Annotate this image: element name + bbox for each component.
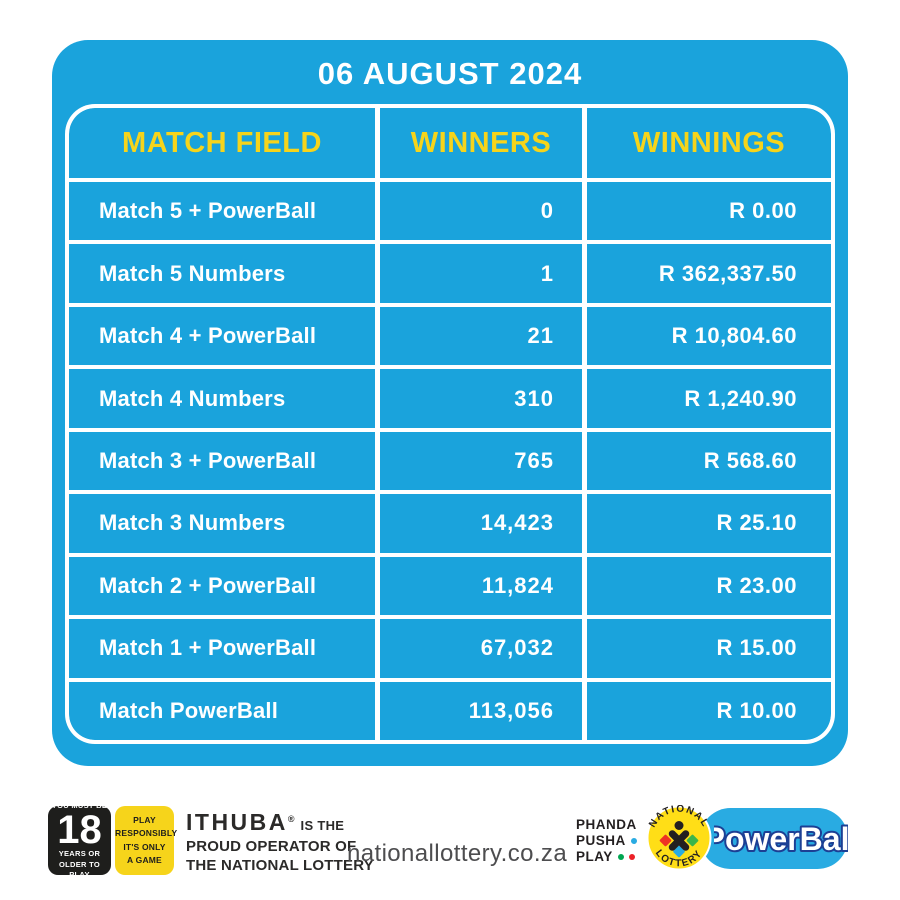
winnings-cell: R 23.00 (587, 556, 831, 616)
tagline-word: PHANDA (576, 817, 637, 832)
ithuba-wordmark: ITHUBA (186, 809, 288, 835)
results-table-grid: MATCH FIELD WINNERS WINNINGS Match 5 + P… (69, 108, 831, 740)
play-badge-line: A GAME (127, 854, 162, 865)
website-url: nationallottery.co.za (347, 840, 568, 867)
column-header-winners: WINNERS (380, 108, 582, 178)
play-badge-line: IT'S ONLY (123, 841, 166, 852)
green-dot-icon (617, 854, 624, 861)
tagline-word: PUSHA (576, 833, 626, 849)
winnings-cell: R 1,240.90 (587, 369, 831, 428)
winners-cell: 0 (380, 182, 582, 241)
national-lottery-logo: NATIONAL LOTTERY (646, 805, 712, 871)
match-field-cell: Match PowerBall (69, 681, 375, 740)
match-field-cell: Match 3 + PowerBall (69, 431, 375, 491)
play-badge-line: RESPONSIBLY (115, 828, 178, 839)
age-badge-bottom-text-2: OLDER TO PLAY (58, 859, 100, 879)
match-field-cell: Match 4 + PowerBall (69, 306, 375, 366)
phanda-pusha-play-tagline: PHANDA PUSHA PLAY (576, 817, 637, 866)
operator-line-1: ITHUBA ® IS THE (186, 809, 374, 836)
match-field-cell: Match 3 Numbers (69, 494, 375, 553)
match-field-cell: Match 1 + PowerBall (69, 619, 375, 678)
play-responsibly-badge: PLAY RESPONSIBLY IT'S ONLY A GAME (115, 806, 178, 875)
tagline-line-3: PLAY (576, 849, 637, 865)
winners-cell: 310 (380, 369, 582, 428)
results-table: MATCH FIELD WINNERS WINNINGS Match 5 + P… (65, 104, 835, 744)
red-dot-icon (628, 854, 635, 861)
winners-cell: 765 (380, 431, 582, 491)
winnings-cell: R 568.60 (587, 431, 831, 491)
age-badge-bottom-text-1: YEARS OR (58, 849, 101, 859)
operator-statement: ITHUBA ® IS THE PROUD OPERATOR OF THE NA… (186, 809, 374, 874)
blue-dot-icon (630, 838, 637, 845)
draw-date-title: 06 AUGUST 2024 (317, 56, 583, 91)
operator-line-1-rest: IS THE (300, 818, 345, 833)
results-card: 06 AUGUST 2024 MATCH FIELD WINNERS WINNI… (52, 40, 848, 766)
match-field-cell: Match 2 + PowerBall (69, 556, 375, 616)
powerball-text: PowerBall (714, 821, 848, 857)
winners-cell: 1 (380, 244, 582, 303)
column-header-match-field: MATCH FIELD (69, 108, 375, 178)
winnings-cell: R 25.10 (587, 494, 831, 553)
play-badge-line: PLAY (133, 815, 156, 826)
age-badge-top-text: YOU MUST BE (51, 801, 108, 811)
winnings-cell: R 10.00 (587, 681, 831, 740)
tagline-word: PLAY (576, 849, 613, 865)
winners-cell: 113,056 (380, 681, 582, 740)
winners-cell: 14,423 (380, 494, 582, 553)
age-restriction-badge: YOU MUST BE 18 YEARS OR OLDER TO PLAY (48, 801, 111, 879)
match-field-cell: Match 5 Numbers (69, 244, 375, 303)
operator-line-3: THE NATIONAL LOTTERY (186, 857, 374, 874)
winners-cell: 67,032 (380, 619, 582, 678)
operator-line-2: PROUD OPERATOR OF (186, 838, 357, 855)
winnings-cell: R 0.00 (587, 182, 831, 241)
winnings-cell: R 362,337.50 (587, 244, 831, 303)
winnings-cell: R 15.00 (587, 619, 831, 678)
tagline-line-1: PHANDA (576, 817, 637, 833)
registered-mark: ® (287, 814, 295, 824)
match-field-cell: Match 5 + PowerBall (69, 182, 375, 241)
powerball-wordmark: PowerBall (714, 819, 848, 859)
column-header-winnings: WINNINGS (587, 108, 831, 178)
winners-cell: 21 (380, 306, 582, 366)
winnings-cell: R 10,804.60 (587, 306, 831, 366)
tagline-line-2: PUSHA (576, 833, 637, 849)
match-field-cell: Match 4 Numbers (69, 369, 375, 428)
age-badge-number: 18 (57, 808, 102, 853)
winners-cell: 11,824 (380, 556, 582, 616)
powerball-logo: PowerBall (700, 808, 848, 869)
logo-x-figure-icon (659, 821, 699, 858)
